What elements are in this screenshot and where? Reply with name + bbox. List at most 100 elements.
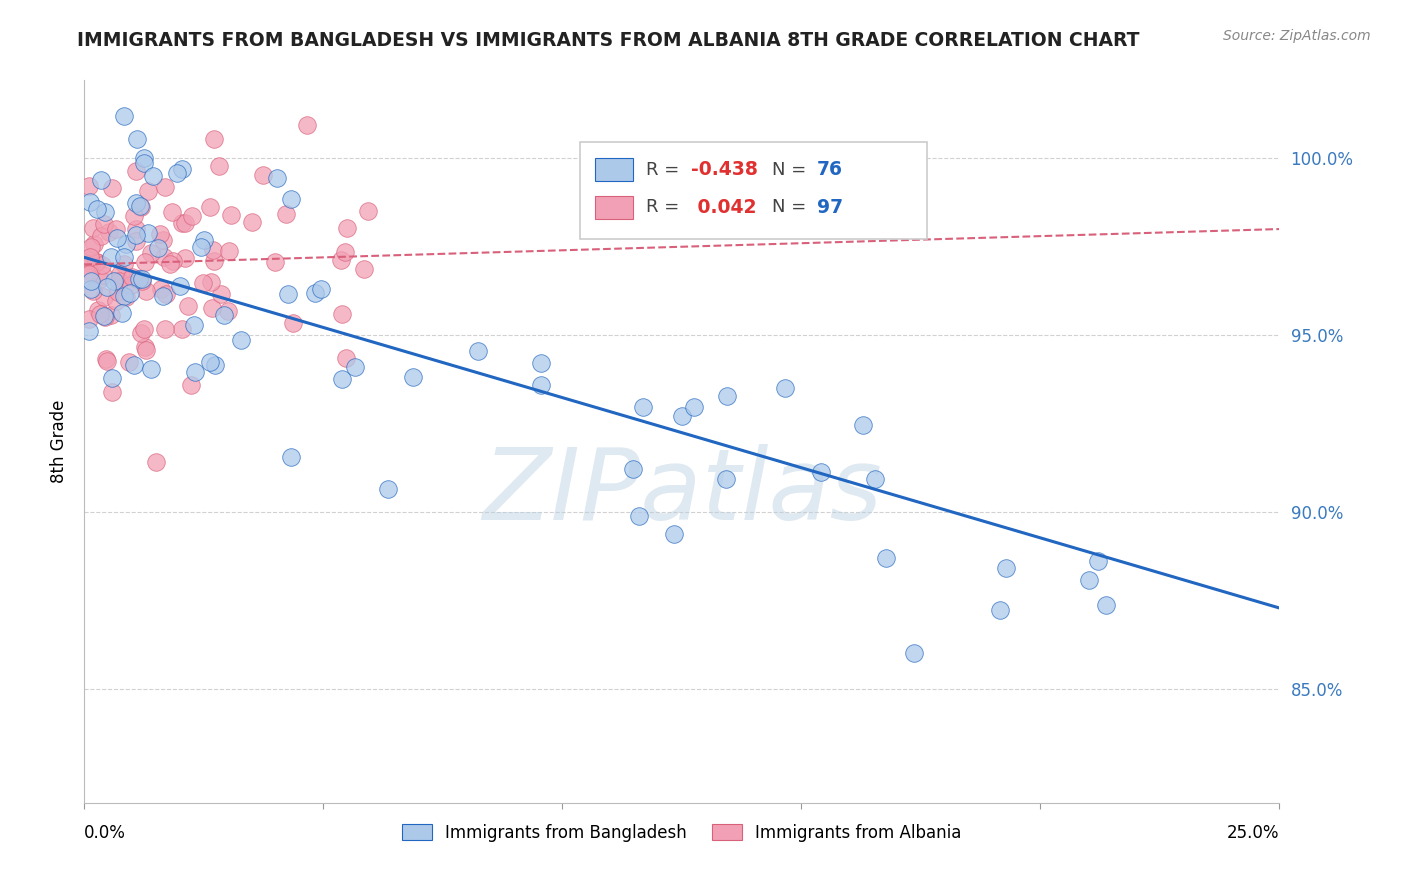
Text: -0.438: -0.438 xyxy=(692,161,758,179)
Point xyxy=(105,293,128,308)
Point xyxy=(172,161,194,176)
Text: R =: R = xyxy=(647,198,685,217)
Point xyxy=(274,207,297,221)
Point xyxy=(108,274,131,288)
Point xyxy=(330,372,353,386)
Point xyxy=(77,311,100,326)
Point xyxy=(86,255,108,269)
Point xyxy=(134,151,156,165)
Point xyxy=(131,200,153,214)
Point xyxy=(94,205,117,219)
Point xyxy=(152,289,174,303)
Point xyxy=(132,321,155,335)
Point xyxy=(353,262,375,277)
Point xyxy=(716,389,738,403)
Point xyxy=(402,370,425,384)
Point xyxy=(177,299,200,313)
Text: Source: ZipAtlas.com: Source: ZipAtlas.com xyxy=(1223,29,1371,43)
Point xyxy=(330,253,353,268)
Point xyxy=(134,340,156,354)
Point xyxy=(79,265,101,279)
Point xyxy=(122,358,145,372)
Point xyxy=(120,286,142,301)
Point xyxy=(79,250,101,264)
Point xyxy=(297,118,319,132)
Legend: Immigrants from Bangladesh, Immigrants from Albania: Immigrants from Bangladesh, Immigrants f… xyxy=(395,817,969,848)
Point xyxy=(136,227,159,241)
Point xyxy=(662,527,685,541)
Point xyxy=(94,351,117,366)
Point xyxy=(281,316,304,330)
Point xyxy=(311,282,333,296)
Point xyxy=(114,290,136,304)
Point xyxy=(125,164,148,178)
Text: 0.042: 0.042 xyxy=(692,198,756,217)
Point xyxy=(621,461,644,475)
Point xyxy=(174,252,197,266)
Point xyxy=(330,307,353,321)
Point xyxy=(125,227,148,242)
Point xyxy=(160,205,183,219)
Point xyxy=(266,170,288,185)
Point xyxy=(200,200,222,214)
Y-axis label: 8th Grade: 8th Grade xyxy=(49,400,67,483)
Point xyxy=(93,290,115,304)
Point xyxy=(139,246,162,260)
Point xyxy=(153,180,176,194)
Point xyxy=(77,178,100,193)
Point xyxy=(863,472,886,486)
Point xyxy=(83,237,105,252)
Point xyxy=(240,215,263,229)
Point xyxy=(86,303,108,318)
Point xyxy=(304,285,326,300)
Point xyxy=(112,288,135,302)
Point xyxy=(98,225,121,239)
Point xyxy=(103,274,125,288)
FancyBboxPatch shape xyxy=(595,158,633,181)
Point xyxy=(682,400,704,414)
Point xyxy=(377,483,399,497)
Point xyxy=(100,308,122,322)
Point xyxy=(994,561,1017,575)
Point xyxy=(86,202,108,216)
Point xyxy=(202,254,225,268)
Point xyxy=(209,287,232,301)
Point xyxy=(627,509,650,524)
Point xyxy=(333,245,356,260)
Point xyxy=(111,306,134,320)
Point xyxy=(1077,574,1099,588)
Point xyxy=(96,354,118,368)
Point xyxy=(1087,553,1109,567)
Point xyxy=(89,272,111,286)
Point xyxy=(146,241,169,255)
Point xyxy=(810,465,832,479)
Point xyxy=(96,280,118,294)
Point xyxy=(155,287,177,301)
Point xyxy=(125,234,148,248)
Point xyxy=(775,381,797,395)
Point xyxy=(80,256,103,270)
Point xyxy=(174,217,197,231)
Point xyxy=(90,258,112,272)
Point xyxy=(90,229,112,244)
Point xyxy=(280,192,302,206)
Point xyxy=(152,233,174,247)
Point xyxy=(264,255,287,269)
Point xyxy=(204,358,226,372)
Point xyxy=(142,169,165,184)
Point xyxy=(77,252,100,267)
Point xyxy=(121,269,143,284)
Text: R =: R = xyxy=(647,161,685,179)
Point xyxy=(122,209,145,223)
Point xyxy=(193,276,215,290)
Point xyxy=(530,356,553,370)
Point xyxy=(131,272,153,286)
Point xyxy=(190,240,212,254)
Point xyxy=(80,282,103,296)
Point xyxy=(200,354,222,368)
Point xyxy=(169,279,191,293)
Point xyxy=(105,230,128,244)
Point xyxy=(219,208,242,222)
Point xyxy=(335,351,357,366)
Point xyxy=(252,168,274,182)
